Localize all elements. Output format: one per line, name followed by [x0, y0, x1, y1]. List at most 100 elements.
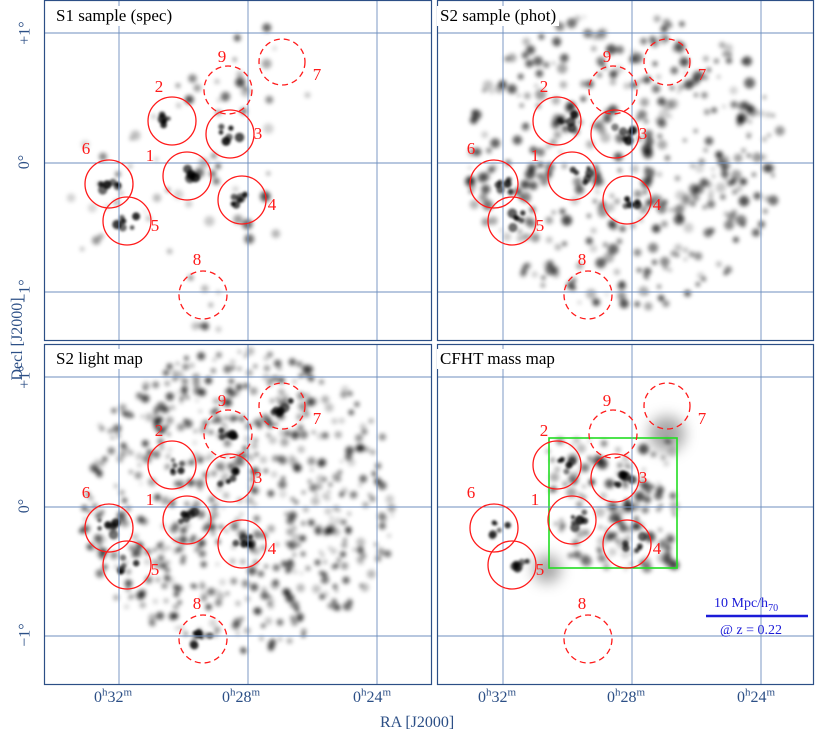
density-blob — [312, 430, 316, 434]
density-blob — [297, 445, 305, 454]
density-blob — [87, 203, 97, 213]
density-blob — [358, 482, 363, 488]
density-blob — [652, 61, 658, 67]
cluster-label-4: 4 — [653, 195, 662, 214]
density-blob — [152, 450, 161, 459]
density-blob — [265, 418, 272, 425]
density-blob — [657, 481, 661, 485]
density-blob — [184, 355, 189, 361]
cluster-label-9: 9 — [603, 391, 612, 410]
density-blob — [254, 452, 259, 457]
density-blob — [319, 379, 324, 385]
density-blob — [617, 168, 622, 173]
density-blob — [140, 517, 149, 526]
density-blob — [114, 483, 119, 489]
density-blob — [223, 439, 232, 448]
density-blob — [131, 533, 139, 541]
density-blob — [225, 591, 230, 596]
density-blob — [559, 81, 568, 89]
cluster-core — [508, 222, 518, 233]
density-blob — [155, 577, 161, 583]
density-blob — [305, 565, 311, 571]
density-blob — [761, 136, 767, 142]
density-blob — [80, 140, 90, 149]
density-blob — [227, 463, 233, 468]
density-blob — [261, 623, 266, 629]
density-blob — [657, 284, 662, 289]
density-blob — [334, 589, 338, 593]
cluster-label-1: 1 — [146, 490, 155, 509]
density-blob — [233, 214, 243, 225]
density-blob — [488, 216, 498, 226]
density-blob — [679, 51, 683, 55]
density-blob — [519, 103, 524, 108]
density-blob — [567, 552, 574, 559]
density-blob — [348, 409, 355, 416]
density-blob — [321, 395, 330, 404]
density-blob — [221, 422, 226, 426]
density-blob — [361, 428, 368, 435]
density-blob — [121, 411, 126, 416]
cluster-core — [570, 110, 579, 119]
cluster-circle-9 — [203, 65, 253, 115]
density-blob — [276, 618, 284, 626]
density-blob — [191, 322, 200, 331]
x-tick-min: 28 — [620, 689, 637, 706]
cluster-core — [218, 123, 225, 130]
density-blob — [667, 22, 673, 28]
density-blob — [617, 281, 626, 290]
density-blob — [134, 471, 142, 480]
density-blob — [147, 477, 157, 487]
density-blob — [764, 111, 771, 118]
density-blob — [113, 199, 120, 206]
density-blob — [235, 77, 246, 88]
scale-bar-redshift: @ z = 0.22 — [720, 623, 783, 638]
density-blob — [630, 48, 637, 56]
cluster-core — [118, 223, 127, 232]
density-blob — [512, 135, 523, 145]
density-blob — [244, 627, 251, 634]
density-blob — [210, 470, 217, 477]
density-blob — [163, 406, 169, 413]
density-blob — [243, 382, 250, 389]
density-blob — [128, 164, 132, 168]
density-blob — [586, 213, 591, 218]
density-blob — [254, 607, 262, 615]
density-blob — [271, 229, 281, 239]
panel-title-cfht: CFHT mass map — [437, 349, 558, 369]
density-blob — [341, 542, 348, 549]
density-blob — [561, 215, 573, 226]
density-blob — [170, 405, 176, 411]
density-blob — [619, 299, 629, 309]
density-blob — [332, 505, 340, 512]
density-blob — [581, 555, 592, 567]
density-blob — [292, 569, 298, 575]
density-blob — [653, 15, 661, 23]
density-blob — [334, 517, 342, 525]
density-blob — [614, 198, 620, 205]
density-blob — [322, 571, 328, 578]
density-blob — [729, 86, 738, 95]
density-blob — [294, 465, 300, 472]
density-blob — [176, 423, 185, 432]
density-blob — [198, 409, 202, 413]
density-blob — [237, 350, 242, 354]
density-blob — [107, 447, 116, 455]
cluster-label-2: 2 — [540, 77, 549, 96]
density-blob — [157, 554, 165, 562]
density-blob — [529, 146, 538, 154]
density-blob — [140, 415, 144, 418]
panel-background — [437, 344, 814, 685]
density-blob — [609, 222, 619, 231]
x-tick-hour: 0 — [353, 689, 361, 706]
density-blob — [628, 55, 638, 64]
density-blob — [169, 524, 179, 534]
density-blob — [679, 21, 685, 27]
density-blob — [195, 398, 199, 402]
density-blob — [95, 569, 105, 578]
density-blob — [207, 452, 215, 460]
density-blob — [271, 455, 279, 462]
density-blob — [706, 200, 716, 209]
density-blob — [724, 220, 735, 230]
density-blob — [574, 15, 581, 22]
